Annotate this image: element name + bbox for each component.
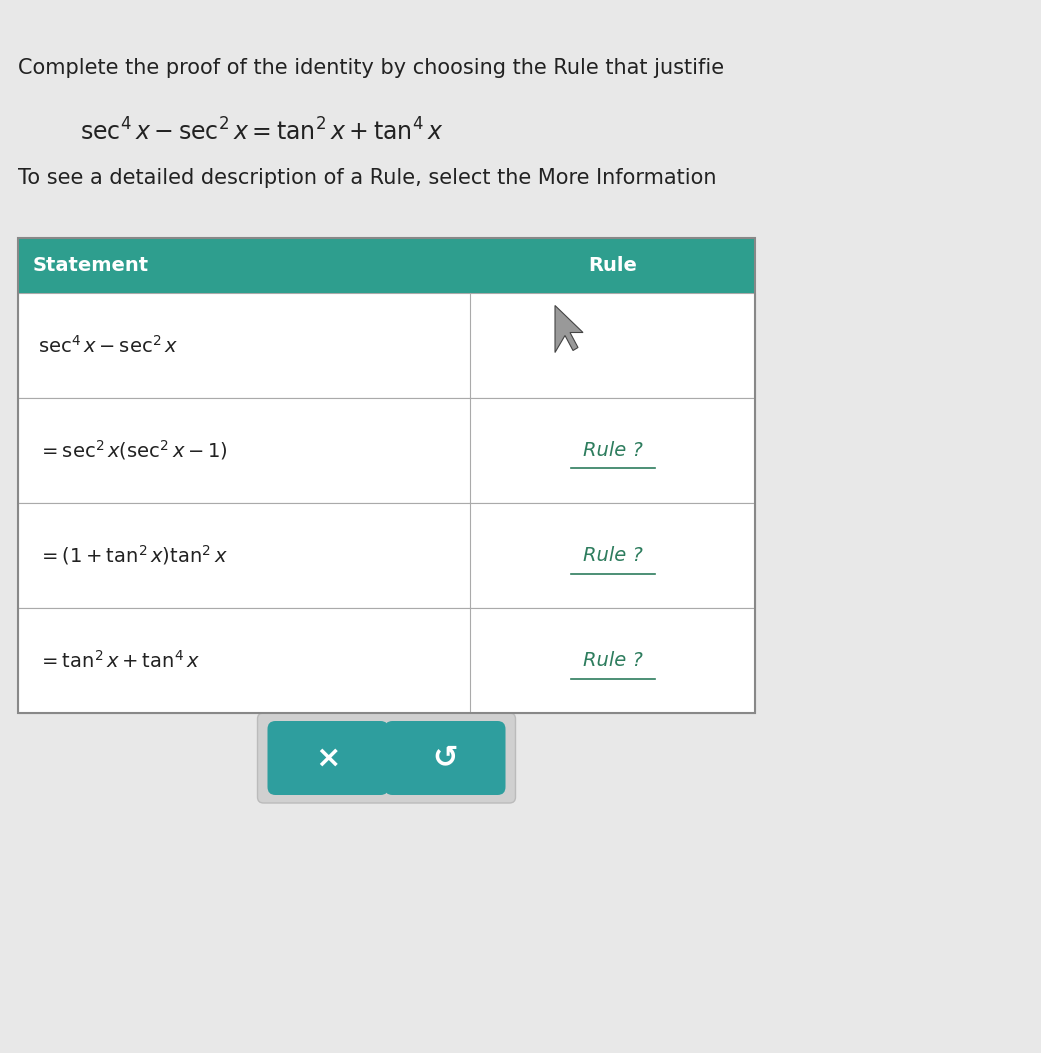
Polygon shape (555, 305, 583, 353)
FancyBboxPatch shape (18, 293, 755, 398)
FancyBboxPatch shape (18, 608, 755, 713)
FancyBboxPatch shape (384, 721, 506, 795)
Text: $\sec^4 x - \sec^2 x$: $\sec^4 x - \sec^2 x$ (39, 335, 178, 357)
Text: Rule ?: Rule ? (583, 441, 642, 460)
Text: $= \tan^2 x + \tan^4 x$: $= \tan^2 x + \tan^4 x$ (39, 650, 200, 672)
Text: ↺: ↺ (432, 743, 458, 773)
FancyBboxPatch shape (18, 503, 755, 608)
FancyBboxPatch shape (268, 721, 388, 795)
Text: $= \sec^2 x\left(\sec^2 x - 1\right)$: $= \sec^2 x\left(\sec^2 x - 1\right)$ (39, 438, 228, 462)
Text: ×: × (315, 743, 340, 773)
Text: To see a detailed description of a Rule, select the More Information: To see a detailed description of a Rule,… (18, 168, 716, 188)
Text: Statement: Statement (33, 256, 149, 275)
Text: Rule: Rule (588, 256, 637, 275)
Text: $\sec^4 x - \sec^2 x = \tan^2 x + \tan^4 x$: $\sec^4 x - \sec^2 x = \tan^2 x + \tan^4… (80, 118, 443, 145)
Text: Complete the proof of the identity by choosing the Rule that justifie: Complete the proof of the identity by ch… (18, 58, 725, 78)
FancyBboxPatch shape (18, 238, 755, 293)
FancyBboxPatch shape (257, 713, 515, 803)
Text: Rule ?: Rule ? (583, 651, 642, 670)
FancyBboxPatch shape (18, 398, 755, 503)
Text: $= \left(1 + \tan^2 x\right)\tan^2 x$: $= \left(1 + \tan^2 x\right)\tan^2 x$ (39, 543, 228, 568)
Text: Rule ?: Rule ? (583, 547, 642, 565)
